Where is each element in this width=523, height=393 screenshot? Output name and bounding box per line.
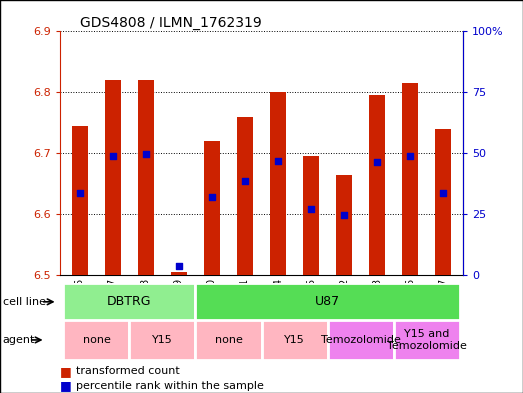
Text: GDS4808 / ILMN_1762319: GDS4808 / ILMN_1762319 [81, 17, 262, 30]
Point [274, 158, 282, 164]
Point [373, 159, 381, 165]
Bar [63, 320, 130, 360]
Point [109, 153, 117, 160]
Bar [170, 272, 187, 275]
Bar [435, 129, 451, 275]
Point [208, 194, 216, 200]
Bar [204, 141, 220, 275]
Point [340, 212, 348, 219]
Bar [369, 95, 385, 275]
Text: agent: agent [3, 335, 35, 345]
Point [76, 190, 84, 196]
Point [175, 263, 183, 269]
Text: none: none [214, 335, 243, 345]
Bar [130, 320, 196, 360]
Bar [327, 320, 393, 360]
Text: U87: U87 [315, 295, 340, 308]
Point [241, 178, 249, 184]
Text: ■: ■ [60, 379, 72, 393]
Text: DBTRG: DBTRG [107, 295, 152, 308]
Text: Temozolomide: Temozolomide [321, 335, 401, 345]
Text: Y15: Y15 [152, 335, 173, 345]
Bar [72, 126, 88, 275]
Bar [270, 92, 286, 275]
Point [406, 153, 414, 160]
Bar [105, 80, 121, 275]
Bar [262, 320, 327, 360]
Point [307, 206, 315, 213]
Bar [336, 174, 353, 275]
Bar [237, 117, 253, 275]
Point [439, 190, 447, 196]
Text: transformed count: transformed count [76, 366, 179, 376]
Text: none: none [83, 335, 110, 345]
Text: cell line: cell line [3, 297, 46, 307]
Bar [196, 320, 262, 360]
Text: Y15 and
Temozolomide: Y15 and Temozolomide [386, 329, 467, 351]
Text: percentile rank within the sample: percentile rank within the sample [76, 381, 264, 391]
Point [142, 151, 150, 158]
Bar [63, 283, 196, 320]
Bar [393, 320, 460, 360]
Bar [138, 80, 154, 275]
Bar [196, 283, 460, 320]
Text: ■: ■ [60, 365, 72, 378]
Bar [303, 156, 319, 275]
Text: Y15: Y15 [284, 335, 305, 345]
Bar [402, 83, 418, 275]
